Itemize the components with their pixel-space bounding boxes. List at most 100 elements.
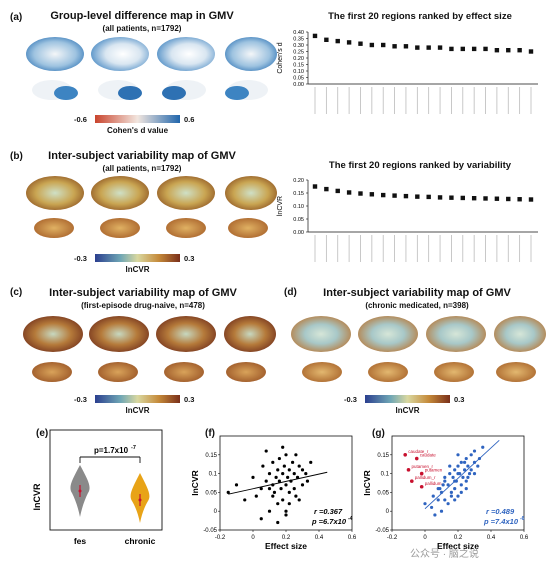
chart-f-xtick-label: 0.2 xyxy=(282,535,291,541)
chart-f-point xyxy=(267,472,272,476)
chart-g-point xyxy=(467,472,472,476)
panel-c-label: (c) xyxy=(10,287,23,298)
chart-f-regression-line xyxy=(228,471,328,495)
chart-g-xlabel: Effect size xyxy=(437,541,479,551)
panel-d-subtitle: (chronic medicated, n=398) xyxy=(365,301,469,310)
chart-g-point xyxy=(464,479,468,483)
chart-b-variability: 0.20 0.15 0.10 0.05 0.00 lnCVR xyxy=(277,178,538,262)
brain-a-4 xyxy=(225,37,277,71)
chart-f-point xyxy=(279,487,283,491)
chart-f-point xyxy=(276,502,280,506)
chart-g-xtick-label: 0.6 xyxy=(520,535,529,541)
chart-f-point xyxy=(284,513,288,517)
chart-f-point xyxy=(264,479,268,483)
chart-a-ytick-label: 0.35 xyxy=(293,37,304,43)
chart-b-ylabel: lnCVR xyxy=(277,196,284,216)
chart-g-ylabel: lnCVR xyxy=(362,470,372,496)
chart-b-point xyxy=(381,192,386,198)
panel-a-cbar-min: -0.6 xyxy=(74,115,87,124)
panel-b-brains xyxy=(26,176,277,238)
chart-a-point xyxy=(392,44,397,49)
subcortex-c-3 xyxy=(164,362,204,382)
chart-f-ytick-label: 0.05 xyxy=(205,490,217,496)
panel-g-scatter: -0.2 0 0.2 0.4 0.6 -0.05 0 0.05 0.1 0.15 Effect si… xyxy=(362,435,529,551)
chart-b-point xyxy=(528,197,534,202)
chart-a-point xyxy=(335,38,340,44)
chart-a-point xyxy=(483,46,488,52)
chart-b-point xyxy=(312,184,318,189)
chart-g-annotation: pallidum_r xyxy=(415,475,436,480)
panel-c-cbar-max: 0.3 xyxy=(184,395,195,404)
chart-b-point xyxy=(369,192,375,197)
brain-c-3 xyxy=(156,316,216,352)
chart-f-point xyxy=(277,479,281,483)
chart-g-annotation: caudate xyxy=(420,453,437,458)
chart-b-ytick-label: 0.05 xyxy=(293,217,304,223)
chart-b-point xyxy=(403,193,409,199)
brain-d-2 xyxy=(358,316,418,352)
panel-d-cbar-min: -0.3 xyxy=(344,395,357,404)
chart-b-ytick-label: 0.15 xyxy=(293,191,304,197)
panel-e-pexp: -7 xyxy=(131,445,136,451)
chart-a-ytick-label: 0.00 xyxy=(293,82,304,88)
subcortex-d-3 xyxy=(434,362,474,382)
panel-c-cbar-min: -0.3 xyxy=(74,395,87,404)
panel-d-title: Inter-subject variability map of GMV xyxy=(323,287,511,299)
panel-b-cbar-max: 0.3 xyxy=(184,254,195,263)
brain-b-2 xyxy=(91,176,149,210)
chart-g-xtick-label: 0.4 xyxy=(487,535,496,541)
chart-f-point xyxy=(281,472,285,476)
chart-g-highlight-point xyxy=(403,453,407,457)
chart-g-point xyxy=(463,468,467,472)
subcortex-c-2 xyxy=(98,362,138,382)
subcortex-c-4 xyxy=(226,362,266,382)
chart-f-ytick-label: -0.05 xyxy=(203,528,217,534)
chart-f-point xyxy=(274,475,278,479)
chart-f-point xyxy=(271,460,275,464)
brain-d-4 xyxy=(494,316,546,352)
chart-f-ylabel: lnCVR xyxy=(190,470,200,496)
chart-f-point xyxy=(281,445,285,449)
chart-g-point xyxy=(453,498,457,502)
chart-a-point xyxy=(415,45,420,50)
chart-g-ytick-label: 0.1 xyxy=(381,472,390,478)
chart-b-point xyxy=(426,194,431,200)
chart-g-point xyxy=(443,498,447,502)
panel-a-label: (a) xyxy=(10,12,23,23)
panel-a-title: Group-level difference map in GMV xyxy=(50,10,234,22)
chart-a-point xyxy=(358,41,363,46)
chart-g-point xyxy=(453,468,457,472)
chart-a-point xyxy=(517,48,522,53)
subcortex-d-1 xyxy=(302,362,342,382)
chart-g-point xyxy=(451,475,455,479)
subcortex-d-4 xyxy=(496,362,536,382)
chart-a-ytick-label: 0.05 xyxy=(293,76,304,82)
chart-g-ytick-label: 0 xyxy=(386,509,390,515)
chart-f-point xyxy=(284,483,288,487)
panel-d-cbar-max: 0.3 xyxy=(454,395,465,404)
chart-b-ytick-label: 0.20 xyxy=(293,178,304,184)
chart-g-point xyxy=(446,502,450,506)
chart-a-effect-size: 0.400.350.300.250.200.150.100.050.00 Cohe… xyxy=(277,30,538,114)
chart-f-point xyxy=(251,475,255,479)
chart-g-highlight-point xyxy=(419,484,424,489)
chart-b-point xyxy=(324,186,329,192)
chart-b-point xyxy=(483,196,488,201)
panel-b-subtitle: (all patients, n=1792) xyxy=(102,164,182,173)
chart-f-xtick-label: 0.6 xyxy=(348,535,357,541)
chart-b-point xyxy=(346,190,352,195)
chart-b-point xyxy=(392,193,397,198)
chart-g-regression-line xyxy=(424,440,500,510)
brain-b-4 xyxy=(225,176,277,210)
chart-f-r-text: r =0.367 xyxy=(314,507,343,516)
chart-f-point xyxy=(276,468,280,472)
chart-g-p-text: p =7.4x10 xyxy=(483,517,519,526)
panel-f-label: (f) xyxy=(205,428,215,439)
panel-e-violin: lnCVR p=1.7x10 -7 fes chronic xyxy=(32,429,163,546)
chart-b-point xyxy=(415,194,420,199)
subcortex-b-4 xyxy=(228,218,268,238)
brain-d-1 xyxy=(291,316,351,352)
chart-a-point xyxy=(346,40,352,45)
chart-f-point xyxy=(226,490,230,494)
brain-c-1 xyxy=(23,316,83,352)
